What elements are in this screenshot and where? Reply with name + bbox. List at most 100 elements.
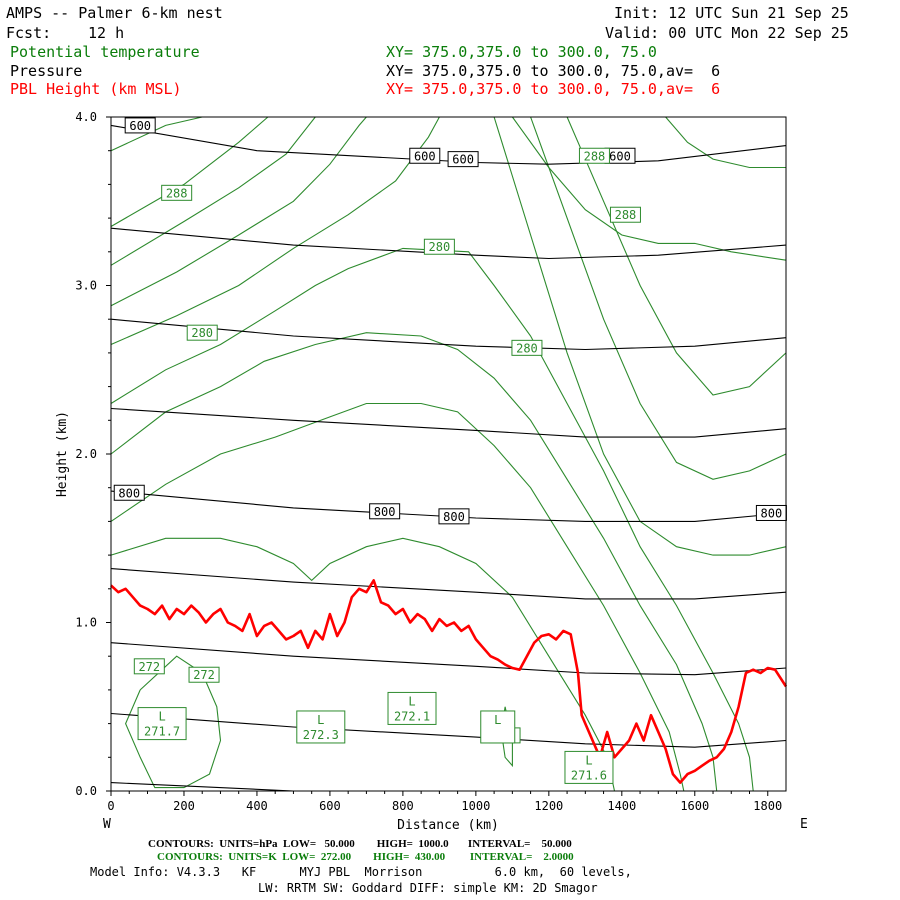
theta-label-1: 288	[584, 149, 606, 163]
forecast-label: Fcst:	[6, 24, 52, 42]
minimum-box-4	[564, 750, 614, 784]
pressure-label-5-box	[369, 503, 401, 520]
x-tick-label-200: 200	[173, 799, 195, 813]
pressure-contour-650	[110, 227, 787, 260]
pressure-label-1-box	[409, 147, 441, 164]
pressure-contour-1000	[110, 782, 786, 792]
minimum-symbol-2: L	[408, 694, 415, 708]
minimum-symbol-4: L	[585, 753, 592, 767]
theta-label-5: 280	[516, 341, 538, 355]
theta-contour-288-10	[665, 116, 786, 169]
x-axis-right-end: E	[800, 817, 808, 832]
theta-label-1-box	[578, 147, 610, 164]
init-time: Init: 12 UTC Sun 21 Sep 25	[614, 4, 849, 22]
pressure-label-0-box	[124, 117, 156, 134]
minimum-value-4: 271.6	[571, 768, 607, 782]
forecast-value: 12 h	[88, 24, 125, 42]
field-pressure-xy: XY= 375.0,375.0 to 300.0, 75.0,av= 6	[386, 62, 721, 80]
theta-label-7: 272	[193, 668, 215, 682]
pressure-contour-750	[110, 407, 787, 438]
minimum-box-1	[296, 710, 346, 744]
model-title: AMPS -- Palmer 6-km nest	[6, 4, 223, 22]
theta-label-7-box	[188, 666, 220, 683]
theta-label-2-box	[609, 206, 641, 223]
theta-label-4: 280	[191, 326, 213, 340]
y-axis-label: Height (km)	[55, 411, 70, 497]
theta-label-0: 288	[166, 186, 188, 200]
x-axis-label: Distance (km)	[397, 818, 499, 833]
pbl-height-line	[110, 579, 788, 784]
footer-contours-theta: CONTOURS: UNITS=K LOW= 272.00 HIGH= 430.…	[157, 851, 574, 863]
pressure-label-6: 800	[443, 510, 465, 524]
pressure-label-6-box	[438, 508, 470, 525]
pressure-label-7: 800	[761, 506, 783, 520]
y-tick-label-0.0: 0.0	[75, 784, 97, 798]
theta-contour-280-5	[110, 247, 754, 792]
theta-label-0-box	[161, 184, 193, 201]
theta-contour-286-2	[110, 116, 316, 266]
theta-contour-288-1	[110, 116, 269, 227]
pressure-label-2-box	[447, 151, 479, 168]
axes: 0 200 400 600 800 1000 1200 1400 1600 1800 0.0 1.0 2…	[75, 110, 782, 813]
y-tick-label-1.0: 1.0	[75, 616, 97, 630]
minimum-box-0	[137, 707, 187, 741]
theta-label-3-box	[423, 238, 455, 255]
x-axis-left-end: W	[103, 817, 111, 832]
pressure-label-4: 800	[118, 486, 140, 500]
x-tick-label-600: 600	[319, 799, 341, 813]
pressure-contour-950	[110, 712, 787, 748]
x-tick-label-1000: 1000	[461, 799, 490, 813]
field-theta-xy: XY= 375.0,375.0 to 300.0, 75.0	[386, 43, 657, 61]
theta-contour-280-11	[566, 116, 787, 396]
x-tick-label-400: 400	[246, 799, 268, 813]
theta-contour-276-13	[493, 116, 787, 556]
pressure-label-2: 600	[452, 153, 474, 167]
minimum-value-1: 272.3	[303, 728, 339, 742]
field-pbl-name: PBL Height (km MSL)	[10, 80, 182, 98]
footer-model-info-2: LW: RRTM SW: Goddard DIFF: simple KM: 2D…	[258, 881, 598, 895]
theta-label-4-box	[186, 324, 218, 341]
x-tick-label-1800: 1800	[753, 799, 782, 813]
field-theta-name: Potential temperature	[10, 43, 200, 61]
valid-time: Valid: 00 UTC Mon 22 Sep 25	[605, 24, 849, 42]
theta-label-5-box	[511, 339, 543, 356]
theta-contour-288-9	[511, 116, 787, 261]
pressure-contour-850	[110, 568, 787, 600]
theta-contour-276-7	[110, 402, 685, 792]
footer-model-info: Model Info: V4.3.3 KF MYJ PBL Morrison 6…	[90, 865, 632, 879]
theta-label-3: 280	[429, 240, 451, 254]
minimum-symbol-3: L	[494, 713, 501, 727]
theta-contour-278-6	[110, 332, 718, 792]
x-tick-label-1400: 1400	[607, 799, 636, 813]
theta-contour-274-8	[110, 537, 616, 792]
theta-contour-282-4	[110, 116, 440, 346]
pressure-label-1: 600	[414, 149, 436, 163]
minimum-value-0: 271.7	[144, 725, 180, 739]
y-tick-label-2.0: 2.0	[75, 447, 97, 461]
x-tick-label-800: 800	[392, 799, 414, 813]
theta-label-6: 272	[138, 660, 160, 674]
pressure-label-5: 800	[374, 505, 396, 519]
footer-contours-pressure: CONTOURS: UNITS=hPa LOW= 50.000 HIGH= 10…	[148, 838, 572, 850]
theta-contour-284-3	[110, 116, 367, 307]
plot-frame	[110, 116, 787, 792]
pressure-label-4-box	[113, 484, 145, 501]
pressure-contour-800	[110, 490, 787, 522]
theta-label-6-box	[133, 658, 165, 675]
field-pressure-name: Pressure	[10, 62, 83, 80]
pressure-contour-600	[110, 124, 787, 165]
pressure-contour-900	[110, 642, 787, 676]
theta-contour-288-0	[110, 116, 203, 152]
x-tick-label-1600: 1600	[680, 799, 709, 813]
pressure-label-0: 600	[129, 119, 151, 133]
minimum-symbol-0: L	[158, 710, 165, 724]
minimum-value-2: 272.1	[394, 709, 430, 723]
theta-contours	[110, 116, 787, 792]
pressure-label-3: 600	[609, 149, 631, 163]
contour-labels: 600 600 600 600 800 800 800 800 288 288 288 280 280 2…	[113, 117, 787, 784]
y-tick-label-3.0: 3.0	[75, 279, 97, 293]
pbl-series	[110, 579, 788, 784]
minimum-symbol-1: L	[317, 713, 324, 727]
x-tick-label-1200: 1200	[534, 799, 563, 813]
